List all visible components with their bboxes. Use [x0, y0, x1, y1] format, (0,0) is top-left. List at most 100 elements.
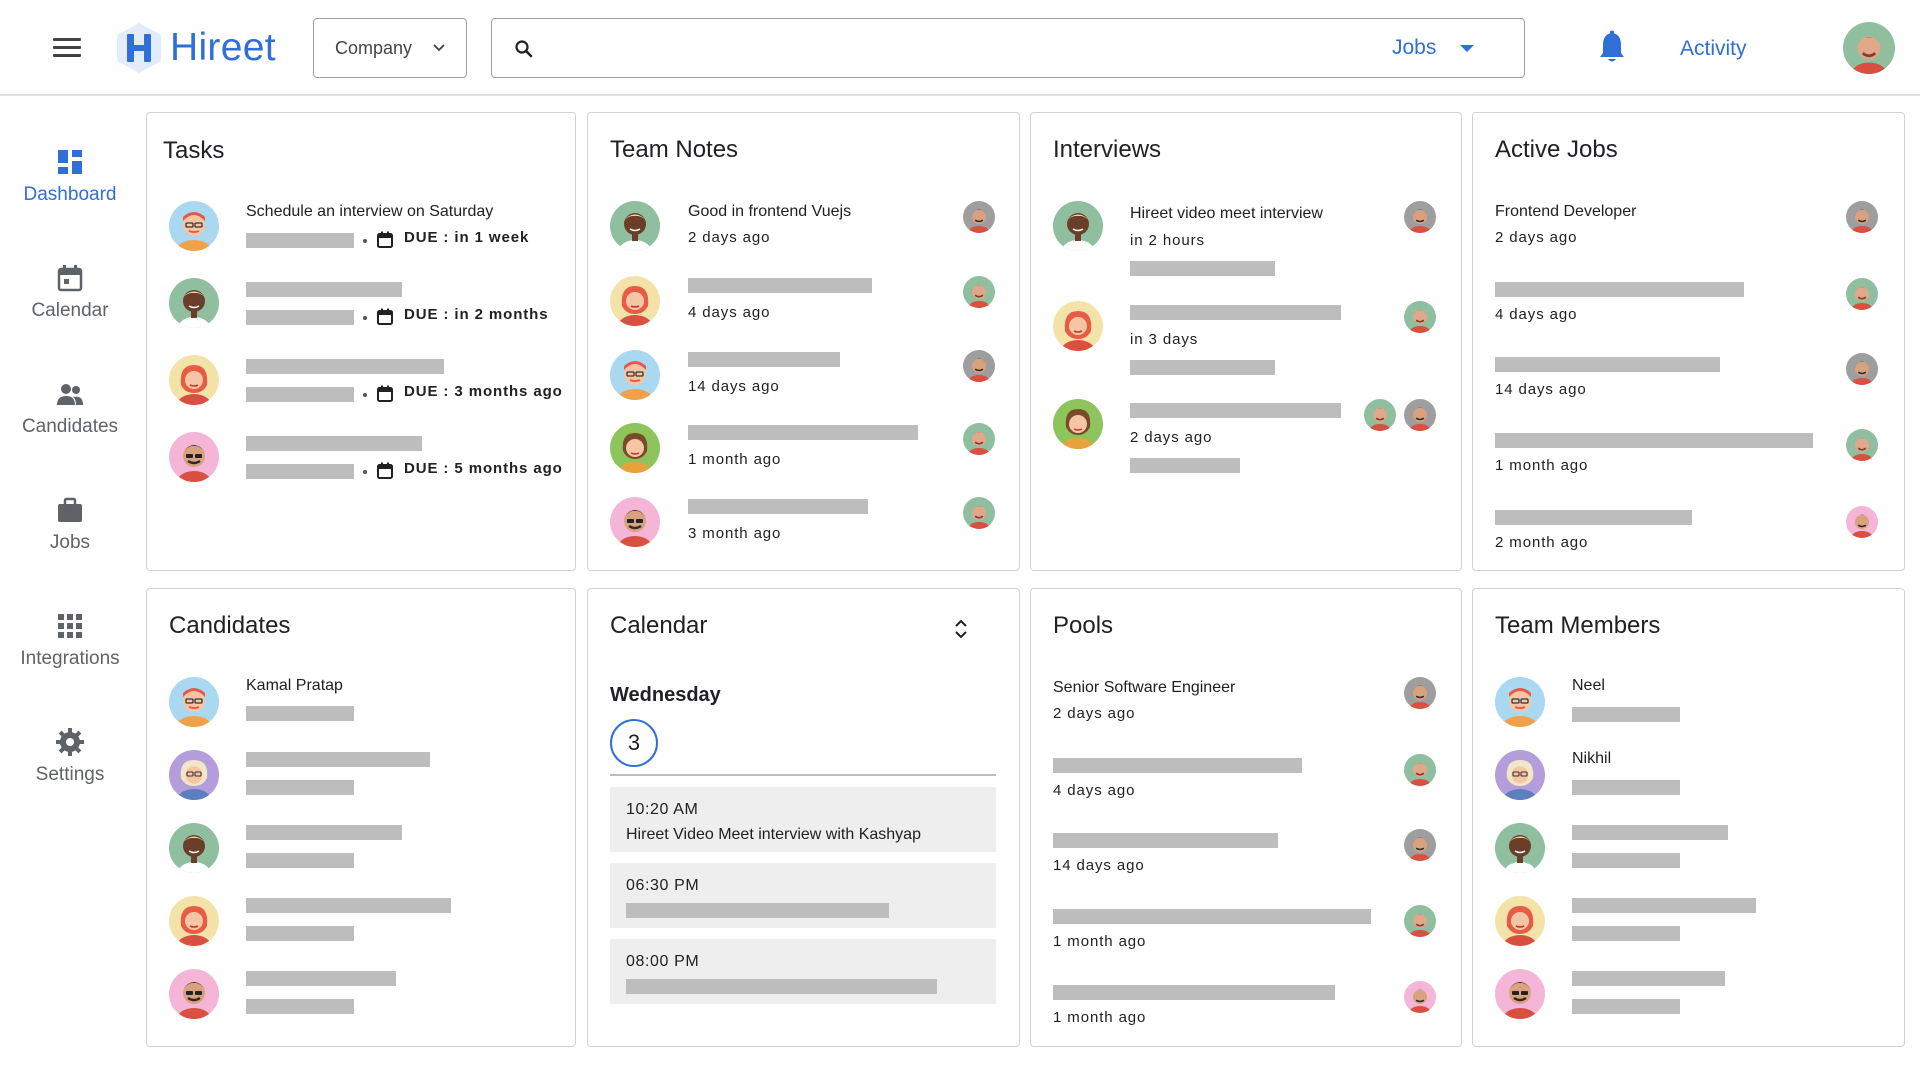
task-item[interactable]: DUE : 5 months ago [147, 432, 577, 502]
unfold-chevron-icon[interactable] [954, 618, 968, 640]
candidate-item[interactable] [147, 750, 577, 806]
job-item[interactable]: 4 days ago [1473, 278, 1906, 338]
calendar-icon [377, 462, 393, 479]
notifications-bell-icon[interactable] [1597, 30, 1627, 64]
placeholder-bar [1130, 403, 1341, 418]
candidate-item[interactable]: Kamal Pratap [147, 677, 577, 733]
job-item[interactable]: 2 month ago [1473, 506, 1906, 566]
note-item[interactable]: Good in frontend Vuejs 2 days ago [588, 201, 1021, 261]
due-label: DUE : in 2 months [404, 306, 549, 323]
candidate-item[interactable] [147, 823, 577, 879]
team-member-item[interactable]: Neel [1473, 677, 1906, 733]
note-item[interactable]: 14 days ago [588, 350, 1021, 410]
owner-avatar [1846, 429, 1878, 461]
placeholder-bar [1053, 833, 1278, 848]
calendar-card: Calendar Wednesday 3 10:20 AM Hireet Vid… [587, 588, 1020, 1047]
sidebar-item-integrations[interactable]: Integrations [0, 612, 140, 670]
pool-item[interactable]: 1 month ago [1031, 905, 1463, 965]
placeholder-bar [246, 706, 354, 721]
sidebar-item-settings[interactable]: Settings [0, 728, 140, 786]
task-item[interactable]: DUE : 3 months ago [147, 355, 577, 425]
pool-item[interactable]: Senior Software Engineer 2 days ago [1031, 677, 1463, 737]
job-item[interactable]: 1 month ago [1473, 429, 1906, 489]
placeholder-bar [246, 436, 422, 451]
candidate-item[interactable] [147, 969, 577, 1025]
placeholder-bar [688, 425, 918, 440]
member-name: Nikhil [1572, 750, 1612, 767]
avatar [169, 201, 219, 251]
search-scope-dropdown[interactable]: Jobs [1392, 36, 1437, 59]
calendar-icon [377, 385, 393, 402]
task-item[interactable]: DUE : in 2 months [147, 278, 577, 348]
interview-item[interactable]: Hireet video meet interview in 2 hours [1031, 201, 1463, 291]
placeholder-bar [626, 979, 937, 994]
pool-time: 1 month ago [1053, 933, 1147, 950]
note-item[interactable]: 1 month ago [588, 423, 1021, 483]
interview-item[interactable]: in 3 days [1031, 301, 1463, 391]
top-app-bar: Hireet Company Jobs Activity [0, 0, 1920, 96]
card-title: Interviews [1053, 136, 1162, 163]
avatar [169, 677, 219, 727]
note-item[interactable]: 3 month ago [588, 497, 1021, 557]
sidebar-item-dashboard[interactable]: Dashboard [0, 148, 140, 206]
calendar-event[interactable]: 10:20 AM Hireet Video Meet interview wit… [610, 787, 996, 852]
author-avatar [963, 276, 995, 308]
task-item[interactable]: Schedule an interview on Saturday DUE : … [147, 201, 577, 271]
sidebar-item-calendar[interactable]: Calendar [0, 264, 140, 322]
interviews-card: Interviews Hireet video meet interview i… [1030, 112, 1462, 571]
owner-avatar [1846, 506, 1878, 538]
team-member-item[interactable] [1473, 823, 1906, 879]
calendar-icon [57, 265, 83, 292]
avatar [1495, 677, 1545, 727]
activity-link[interactable]: Activity [1680, 37, 1747, 60]
separator-dot [363, 239, 367, 243]
card-title: Active Jobs [1495, 136, 1618, 163]
company-dropdown[interactable]: Company [313, 18, 467, 78]
owner-avatar [1846, 278, 1878, 310]
calendar-event[interactable]: 08:00 PM [610, 939, 996, 1004]
job-time: 1 month ago [1495, 457, 1589, 474]
job-item[interactable]: 14 days ago [1473, 353, 1906, 413]
interview-item[interactable]: 2 days ago [1031, 399, 1463, 489]
calendar-date-circle[interactable]: 3 [610, 719, 658, 767]
team-member-item[interactable]: Nikhil [1473, 750, 1906, 806]
note-time: 14 days ago [688, 378, 780, 395]
sidebar-item-candidates[interactable]: Candidates [0, 380, 140, 438]
pools-card: Pools Senior Software Engineer 2 days ag… [1030, 588, 1462, 1047]
sidebar-item-jobs[interactable]: Jobs [0, 496, 140, 554]
interview-time: 2 days ago [1130, 429, 1213, 446]
team-member-item[interactable] [1473, 969, 1906, 1025]
placeholder-bar [246, 926, 354, 941]
placeholder-bar [246, 282, 402, 297]
interviewer-avatar [1364, 399, 1396, 431]
job-item[interactable]: Frontend Developer 2 days ago [1473, 201, 1906, 261]
placeholder-bar [246, 971, 396, 986]
placeholder-bar [1053, 758, 1302, 773]
author-avatar [963, 497, 995, 529]
note-time: 1 month ago [688, 451, 782, 468]
placeholder-bar [246, 853, 354, 868]
hireet-logo-icon [117, 23, 161, 73]
note-item[interactable]: 4 days ago [588, 276, 1021, 336]
avatar [169, 432, 219, 482]
hamburger-menu-icon[interactable] [48, 33, 86, 63]
team-member-item[interactable] [1473, 896, 1906, 952]
placeholder-bar [1572, 707, 1680, 722]
search-input[interactable] [552, 31, 1252, 65]
separator-dot [363, 470, 367, 474]
user-avatar[interactable] [1843, 22, 1895, 74]
candidate-item[interactable] [147, 896, 577, 952]
card-title: Pools [1053, 612, 1114, 639]
placeholder-bar [1572, 926, 1680, 941]
pool-item[interactable]: 1 month ago [1031, 981, 1463, 1041]
avatar [1053, 301, 1103, 351]
placeholder-bar [246, 359, 444, 374]
sidebar-item-label: Jobs [49, 532, 91, 553]
pool-item[interactable]: 14 days ago [1031, 829, 1463, 889]
app-logo[interactable]: Hireet [116, 22, 276, 74]
pool-item[interactable]: 4 days ago [1031, 754, 1463, 814]
caret-down-icon[interactable] [1460, 45, 1474, 52]
owner-avatar [1846, 353, 1878, 385]
avatar [1495, 896, 1545, 946]
calendar-event[interactable]: 06:30 PM [610, 863, 996, 928]
